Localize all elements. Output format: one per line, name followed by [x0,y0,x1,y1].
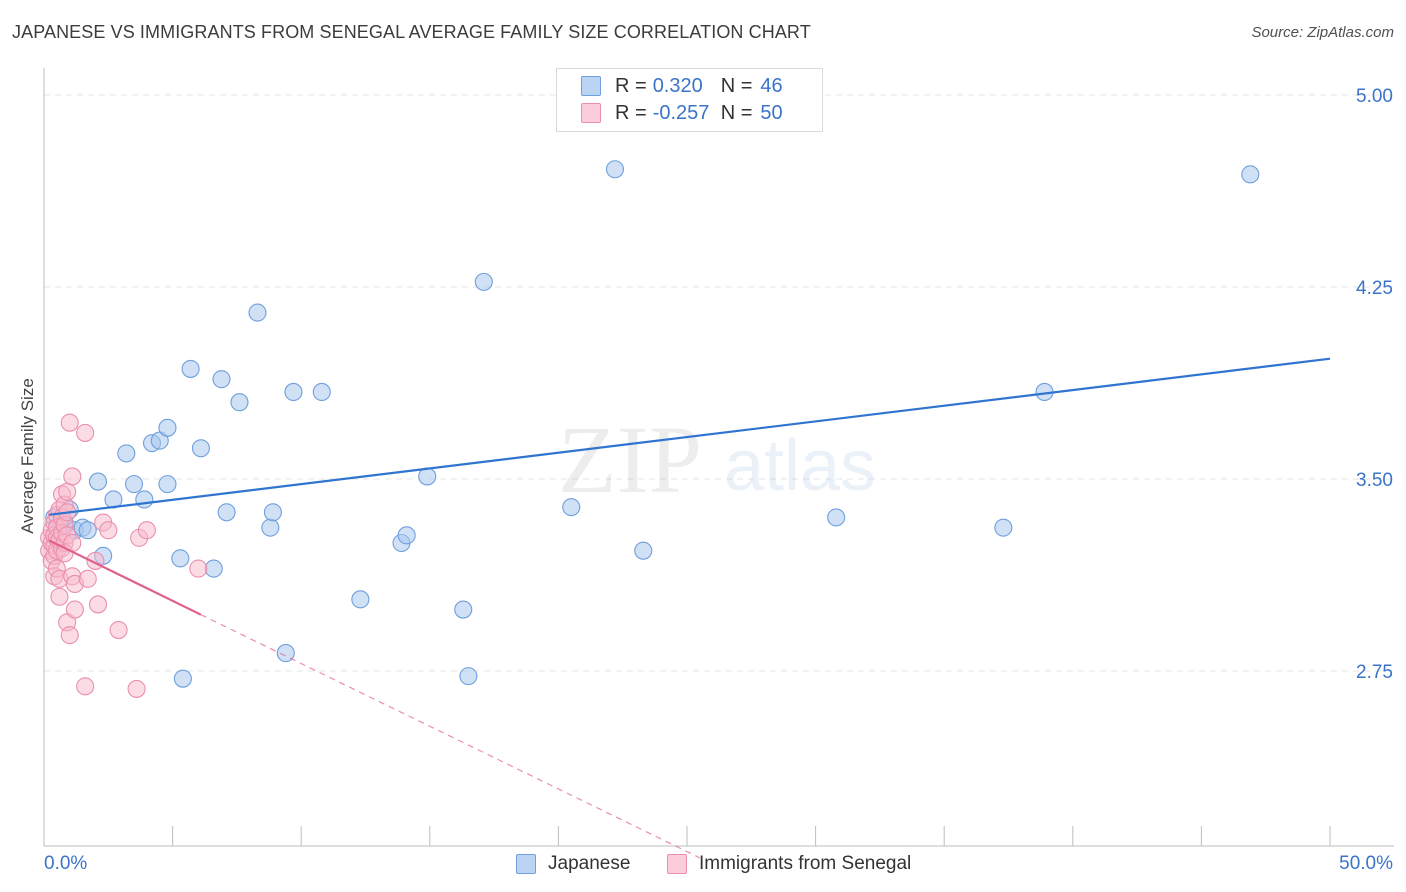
japanese-point [994,518,1013,537]
japanese-point [634,541,653,560]
bottom-legend-japanese: Japanese [516,852,630,876]
japanese-point [158,475,177,494]
senegal-point [65,600,84,619]
japanese-point [158,418,177,437]
japanese-point [204,559,223,578]
japanese-point [88,472,108,491]
japanese-trend-line [49,357,1331,516]
japanese-point [351,590,370,609]
senegal-trend-extension [200,614,701,859]
japanese-point [263,503,282,522]
legend-n-label: N = [720,74,753,97]
japanese-point [181,359,200,378]
legend-swatch-senegal [581,103,601,123]
legend-r-label: R = [615,74,647,97]
japanese-point [78,521,97,540]
japanese-point [171,549,190,568]
japanese-point [248,303,267,322]
watermark: ZIP atlas [558,406,876,513]
senegal-point [109,620,128,640]
senegal-point [88,595,108,614]
japanese-point [284,382,303,402]
japanese-point [191,439,210,458]
japanese-point [827,508,846,527]
senegal-point [60,413,79,432]
senegal-point [58,482,77,501]
grid-lines [44,94,1394,672]
trend-lines [48,357,1331,859]
chart-title: JAPANESE VS IMMIGRANTS FROM SENEGAL AVER… [12,22,811,42]
bottom-legend-senegal: Immigrants from Senegal [667,852,911,876]
senegal-point [137,521,156,540]
legend-n-value: 46 [760,74,783,97]
senegal-point [50,587,69,606]
senegal-point [76,677,95,696]
x-tick-label-min: 0.0% [44,853,87,874]
correlation-legend: R = 0.320 N = 46 R = -0.257 N = 50 [556,68,823,132]
watermark-zip: ZIP [558,406,702,513]
legend-r-label: R = [615,101,647,124]
senegal-point [189,559,208,578]
bottom-legend-label-japanese: Japanese [548,853,631,874]
y-tick-label: 4.25 [1356,278,1393,299]
japanese-point [312,382,331,402]
legend-row-senegal: R = -0.257 N = 50 [581,100,783,126]
japanese-point [397,526,416,545]
senegal-point [76,423,95,442]
y-tick-label: 2.75 [1356,662,1393,683]
legend-swatch-japanese [581,76,601,96]
legend-r-value: -0.257 [652,101,710,124]
japanese-point [459,667,478,686]
japanese-point [474,272,493,291]
legend-n-label: N = [720,101,753,124]
japanese-point [173,669,192,688]
japanese-point [124,475,144,494]
japanese-point [562,498,581,517]
axes [43,68,1394,847]
legend-n-value: 50 [760,101,783,124]
japanese-point [605,160,625,179]
legend-row-japanese: R = 0.320 N = 46 [581,73,783,99]
senegal-point [127,679,146,698]
bottom-legend-label-senegal: Immigrants from Senegal [699,853,912,874]
bottom-legend-swatch-senegal [667,854,687,874]
senegal-point [99,521,118,540]
japanese-point [454,600,473,619]
japanese-point [117,444,136,463]
senegal-trend-line [48,539,202,616]
legend-r-value: 0.320 [652,74,703,97]
senegal-point [78,569,97,588]
japanese-point [276,644,295,663]
japanese-point [1241,165,1260,184]
y-tick-label: 3.50 [1356,470,1393,491]
senegal-point [60,626,79,645]
japanese-point [230,393,249,412]
chart-source: Source: ZipAtlas.com [1251,24,1394,41]
japanese-point [135,490,154,509]
japanese-point [261,518,280,537]
x-tick-label-max: 50.0% [1339,853,1393,874]
tick-labels: 2.75 3.50 4.25 5.00 0.0% 50.0% [44,86,1393,874]
y-tick-label: 5.00 [1356,86,1393,107]
japanese-point [212,370,231,389]
watermark-atlas: atlas [724,426,876,506]
bottom-legend-swatch-japanese [516,854,536,874]
japanese-point [217,503,236,522]
senegal-point [63,467,82,486]
